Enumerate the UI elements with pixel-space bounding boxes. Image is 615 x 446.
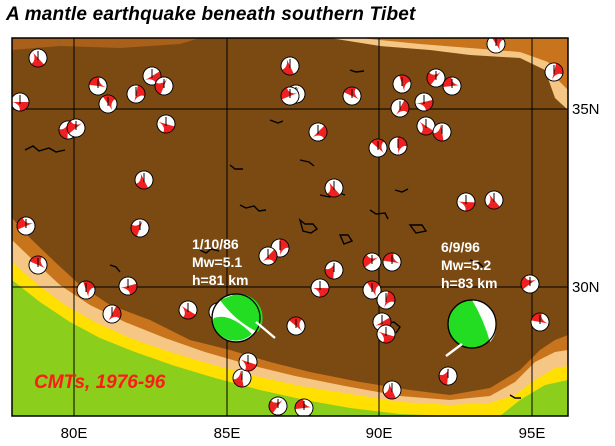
terrain-band-northwest bbox=[12, 38, 200, 50]
cmt-beachball bbox=[280, 56, 300, 76]
cmt-beachball bbox=[442, 76, 462, 96]
cmt-beachball bbox=[286, 316, 306, 336]
x-tick-85e: 85E bbox=[214, 425, 241, 442]
cmt-beachball bbox=[388, 136, 408, 156]
deep-event-2-beachball bbox=[445, 299, 497, 357]
y-axis-ticks: 35N 30N bbox=[572, 101, 600, 296]
event-1-magnitude: Mw=5.1 bbox=[192, 254, 242, 270]
cmt-beachball bbox=[66, 118, 86, 138]
deep-event-1-beachball bbox=[211, 293, 276, 343]
cmt-beachball bbox=[456, 192, 476, 212]
cmt-beachball bbox=[484, 190, 504, 210]
cmt-beachball bbox=[362, 252, 382, 272]
map-title: A mantle earthquake beneath southern Tib… bbox=[6, 4, 416, 25]
cmt-beachball bbox=[432, 122, 452, 142]
cmt-beachball bbox=[368, 138, 388, 158]
cmt-beachball bbox=[28, 255, 48, 275]
cmt-beachball bbox=[362, 280, 382, 300]
event-1-label: 1/10/86 Mw=5.1 h=81 km bbox=[192, 236, 248, 288]
cmt-beachball bbox=[390, 98, 410, 118]
cmt-beachball bbox=[118, 276, 138, 296]
event-1-date: 1/10/86 bbox=[192, 236, 239, 252]
cmt-beachball bbox=[280, 86, 300, 106]
cmt-beachball bbox=[310, 278, 330, 298]
cmt-beachball bbox=[416, 116, 436, 136]
cmt-beachball bbox=[130, 218, 150, 238]
cmt-annotation: CMTs, 1976-96 bbox=[34, 372, 166, 393]
event-2-depth: h=83 km bbox=[441, 275, 497, 291]
x-tick-80e: 80E bbox=[61, 425, 88, 442]
cmt-beachballs bbox=[12, 38, 564, 416]
lowland-plains bbox=[12, 280, 568, 416]
cmt-beachball bbox=[238, 352, 258, 372]
x-axis-ticks: 80E 85E 90E 95E bbox=[61, 425, 546, 442]
y-tick-30n: 30N bbox=[572, 279, 600, 296]
cmt-beachball bbox=[342, 86, 362, 106]
cmt-beachball bbox=[102, 304, 122, 324]
cmt-beachball bbox=[324, 178, 344, 198]
cmt-beachball bbox=[178, 300, 198, 320]
cmt-beachball bbox=[376, 324, 396, 344]
map-frame bbox=[11, 37, 569, 417]
cmt-beachball bbox=[98, 94, 118, 114]
cmt-beachball bbox=[258, 246, 278, 266]
cmt-beachball bbox=[376, 290, 396, 310]
cmt-beachball bbox=[308, 122, 328, 142]
cmt-beachball bbox=[426, 68, 446, 88]
cmt-beachball bbox=[154, 76, 174, 96]
cmt-beachball bbox=[12, 92, 30, 112]
event-2-label: 6/9/96 Mw=5.2 h=83 km bbox=[441, 239, 497, 291]
cmt-beachball bbox=[520, 274, 540, 294]
cmt-beachball bbox=[16, 216, 36, 236]
cmt-beachball bbox=[28, 48, 48, 68]
cmt-beachball bbox=[530, 312, 550, 332]
cmt-beachball bbox=[544, 62, 564, 82]
cmt-beachball bbox=[414, 92, 434, 112]
event-2-magnitude: Mw=5.2 bbox=[441, 257, 491, 273]
cmt-beachball bbox=[294, 398, 314, 416]
cmt-beachball bbox=[324, 260, 344, 280]
cmt-beachball bbox=[382, 252, 402, 272]
cmt-beachball bbox=[88, 76, 108, 96]
cmt-beachball bbox=[486, 38, 506, 54]
y-tick-35n: 35N bbox=[572, 101, 600, 118]
cmt-beachball bbox=[126, 84, 146, 104]
event-2-date: 6/9/96 bbox=[441, 239, 480, 255]
cmt-beachball bbox=[438, 366, 458, 386]
cmt-beachball bbox=[76, 280, 96, 300]
cmt-beachball bbox=[392, 74, 412, 94]
cmt-beachball bbox=[382, 380, 402, 400]
cmt-beachball bbox=[232, 368, 252, 388]
terrain-band-north-mid bbox=[360, 38, 568, 90]
x-tick-90e: 90E bbox=[366, 425, 393, 442]
event-1-depth: h=81 km bbox=[192, 272, 248, 288]
cmt-beachball bbox=[268, 396, 288, 416]
cmt-beachball bbox=[134, 170, 154, 190]
terrain-band-north-outer bbox=[330, 38, 568, 110]
cmt-beachball bbox=[156, 114, 176, 134]
x-tick-95e: 95E bbox=[519, 425, 546, 442]
